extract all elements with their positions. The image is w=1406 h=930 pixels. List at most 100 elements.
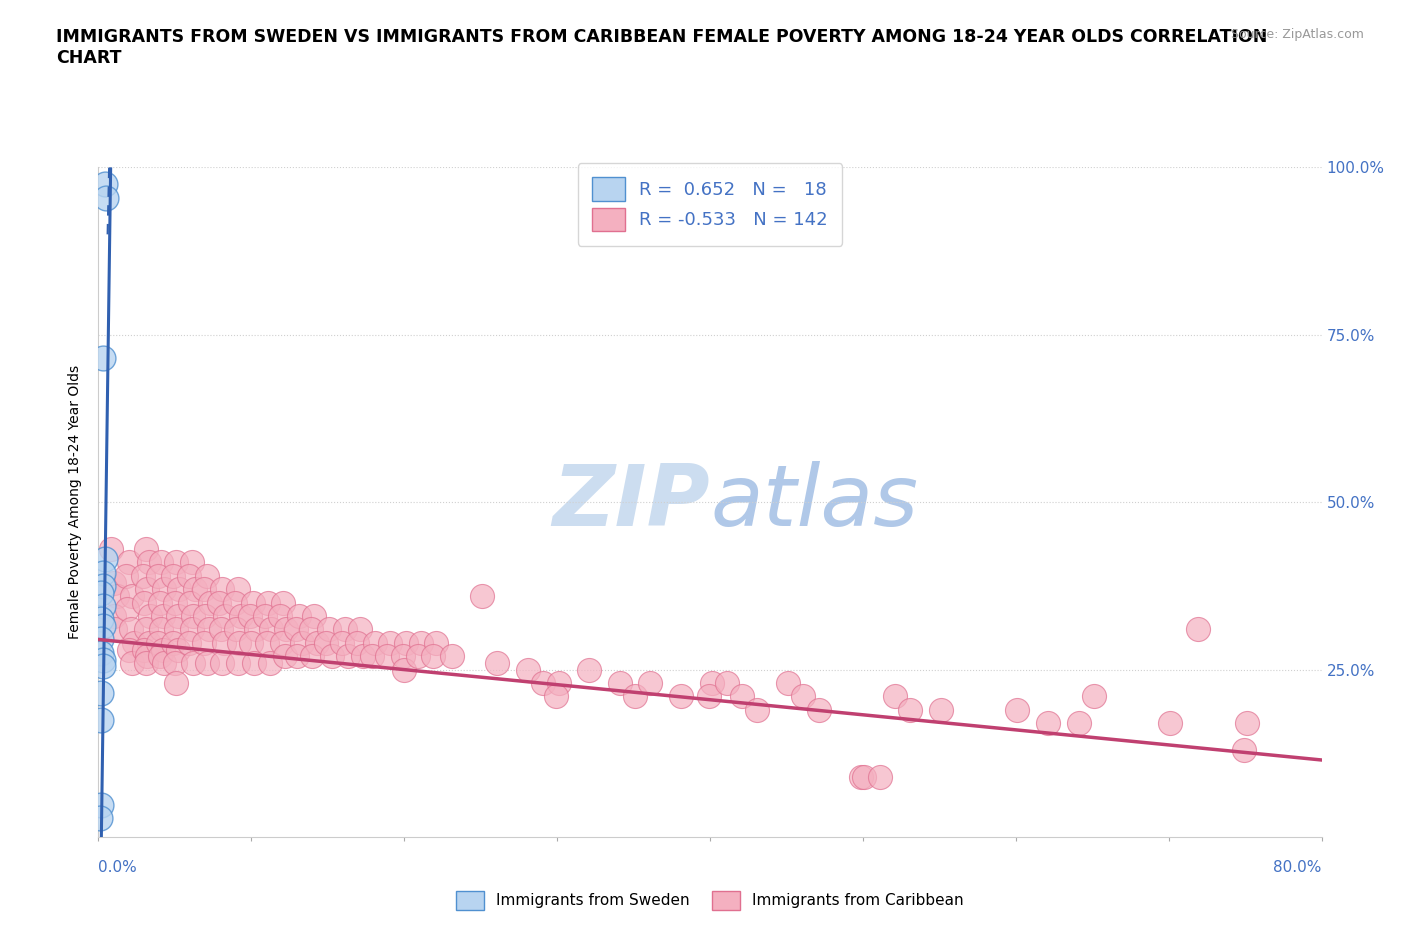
Point bbox=[90, 645, 112, 660]
Point bbox=[121, 656, 143, 671]
Point bbox=[776, 675, 799, 690]
Point bbox=[162, 635, 184, 650]
Point bbox=[226, 656, 249, 671]
Point bbox=[177, 568, 200, 583]
Point bbox=[1083, 689, 1105, 704]
Point bbox=[91, 578, 114, 593]
Point bbox=[851, 769, 873, 784]
Point bbox=[197, 622, 219, 637]
Point bbox=[273, 595, 295, 610]
Point bbox=[136, 649, 159, 664]
Point bbox=[321, 649, 343, 664]
Point bbox=[406, 649, 429, 664]
Point bbox=[578, 662, 600, 677]
Point bbox=[425, 635, 447, 650]
Point bbox=[716, 675, 738, 690]
Point bbox=[1233, 742, 1256, 757]
Point bbox=[256, 635, 278, 650]
Point bbox=[807, 702, 830, 717]
Text: 0.0%: 0.0% bbox=[98, 860, 138, 875]
Point bbox=[167, 608, 190, 623]
Point bbox=[165, 622, 187, 637]
Point bbox=[150, 555, 173, 570]
Point bbox=[422, 649, 444, 664]
Point bbox=[544, 689, 567, 704]
Point bbox=[105, 589, 128, 604]
Point bbox=[270, 635, 292, 650]
Point bbox=[146, 635, 169, 650]
Point bbox=[1007, 702, 1029, 717]
Point bbox=[194, 608, 217, 623]
Point bbox=[260, 622, 283, 637]
Point bbox=[149, 649, 172, 664]
Point bbox=[153, 582, 176, 597]
Point bbox=[193, 582, 215, 597]
Point bbox=[90, 685, 112, 700]
Point bbox=[134, 642, 156, 657]
Point bbox=[152, 642, 174, 657]
Point bbox=[94, 190, 117, 205]
Point bbox=[118, 555, 141, 570]
Text: atlas: atlas bbox=[710, 460, 918, 544]
Point bbox=[211, 582, 233, 597]
Point bbox=[138, 635, 160, 650]
Point bbox=[224, 595, 246, 610]
Point bbox=[136, 582, 159, 597]
Point bbox=[609, 675, 631, 690]
Point bbox=[517, 662, 540, 677]
Point bbox=[181, 656, 204, 671]
Point bbox=[409, 635, 432, 650]
Point bbox=[333, 622, 356, 637]
Point bbox=[135, 656, 157, 671]
Point bbox=[531, 675, 554, 690]
Text: Source: ZipAtlas.com: Source: ZipAtlas.com bbox=[1230, 28, 1364, 41]
Point bbox=[330, 635, 353, 650]
Point bbox=[198, 595, 221, 610]
Point bbox=[195, 656, 218, 671]
Point bbox=[299, 622, 322, 637]
Point bbox=[276, 622, 298, 637]
Point bbox=[91, 618, 114, 633]
Point bbox=[93, 177, 115, 192]
Point bbox=[869, 769, 891, 784]
Point bbox=[274, 649, 297, 664]
Point bbox=[377, 649, 399, 664]
Point bbox=[254, 608, 277, 623]
Point bbox=[90, 632, 112, 647]
Point bbox=[103, 608, 125, 623]
Point bbox=[346, 635, 368, 650]
Point bbox=[349, 622, 371, 637]
Point bbox=[225, 622, 247, 637]
Point bbox=[118, 642, 141, 657]
Point bbox=[103, 575, 125, 590]
Point bbox=[90, 712, 112, 727]
Point bbox=[884, 689, 907, 704]
Point bbox=[315, 635, 337, 650]
Point bbox=[134, 595, 156, 610]
Point bbox=[120, 622, 142, 637]
Point bbox=[91, 652, 114, 667]
Point bbox=[228, 635, 250, 650]
Point bbox=[352, 649, 374, 664]
Point bbox=[669, 689, 692, 704]
Point bbox=[697, 689, 720, 704]
Point bbox=[212, 635, 235, 650]
Point bbox=[89, 811, 111, 826]
Point bbox=[138, 555, 160, 570]
Point bbox=[226, 582, 249, 597]
Point bbox=[1236, 716, 1258, 731]
Point bbox=[307, 635, 329, 650]
Point bbox=[193, 635, 215, 650]
Point bbox=[181, 608, 204, 623]
Point bbox=[122, 635, 145, 650]
Point bbox=[214, 608, 236, 623]
Point bbox=[471, 589, 494, 604]
Point bbox=[1067, 716, 1090, 731]
Point bbox=[180, 622, 202, 637]
Point bbox=[162, 568, 184, 583]
Point bbox=[640, 675, 662, 690]
Point bbox=[302, 608, 325, 623]
Point bbox=[163, 595, 186, 610]
Point bbox=[929, 702, 952, 717]
Point bbox=[146, 568, 169, 583]
